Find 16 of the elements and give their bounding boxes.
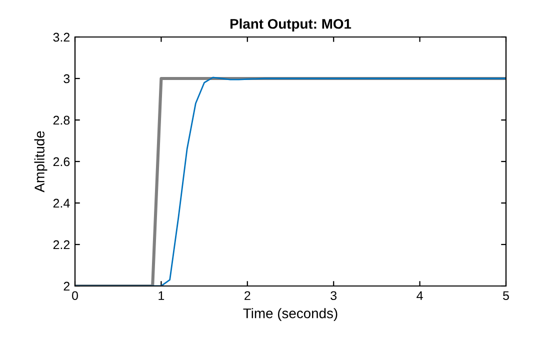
x-tick-label: 0 <box>72 291 78 300</box>
y-tick-label: 2.2 <box>53 240 70 250</box>
y-axis-title: Amplitude <box>34 131 48 192</box>
y-tick-label: 2.4 <box>53 198 70 208</box>
x-tick-label: 4 <box>416 291 423 300</box>
y-tick-label: 2.6 <box>53 157 70 166</box>
y-tick-label: 3 <box>64 74 70 84</box>
chart-title: Plant Output: MO1 <box>230 18 352 32</box>
x-tick-label: 1 <box>158 291 164 300</box>
y-tick-label: 2.8 <box>53 116 70 125</box>
y-tick-label: 3.2 <box>53 32 70 42</box>
x-tick-label: 2 <box>244 291 250 300</box>
y-tick-label: 2 <box>64 282 70 291</box>
x-tick-label: 5 <box>503 291 509 300</box>
x-tick-label: 3 <box>330 291 337 300</box>
x-axis-title: Time (seconds) <box>243 308 338 322</box>
